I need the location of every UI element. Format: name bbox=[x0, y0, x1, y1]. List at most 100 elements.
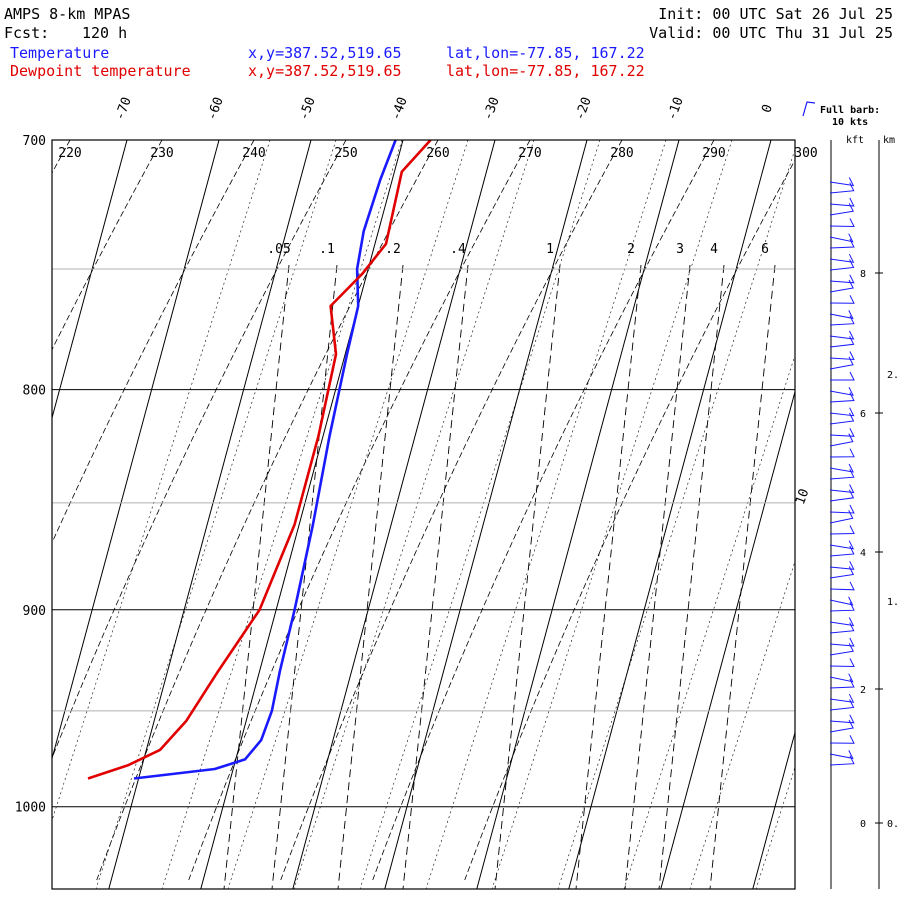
dry-adiabat-line bbox=[280, 140, 623, 881]
moist-adiabat-line bbox=[425, 140, 667, 889]
mixing-ratio-line bbox=[709, 264, 776, 889]
legend-temperature-latlon: lat,lon=-77.85, 167.22 bbox=[446, 44, 645, 62]
mixing-ratio-line bbox=[658, 264, 725, 889]
wind-barb bbox=[829, 238, 855, 249]
theta-label: 290 bbox=[702, 146, 725, 161]
wind-barb bbox=[829, 719, 854, 733]
wind-barb bbox=[829, 295, 855, 304]
isotherm-line bbox=[384, 140, 588, 889]
wind-barb bbox=[829, 714, 855, 724]
isotherm-line bbox=[752, 730, 795, 889]
wind-barb bbox=[829, 510, 854, 524]
mixing-ratio-line bbox=[494, 264, 561, 889]
isotherm-line bbox=[476, 140, 680, 889]
moist-adiabat-line bbox=[689, 560, 795, 889]
wind-barb bbox=[829, 566, 855, 579]
temperature-tick-label: -60 bbox=[205, 95, 227, 122]
init-time: Init: 00 UTC Sat 26 Jul 25 bbox=[658, 5, 893, 23]
pressure-tick-label: 700 bbox=[23, 134, 46, 149]
wind-barb bbox=[829, 412, 855, 425]
mixing-ratio-label: .05 bbox=[267, 242, 290, 257]
isotherm-line bbox=[52, 140, 128, 420]
dry-adiabat-line bbox=[52, 140, 255, 544]
kft-tick-label: 4 bbox=[860, 548, 866, 559]
wind-barb bbox=[829, 561, 855, 570]
wind-barb bbox=[829, 678, 855, 689]
wind-barb bbox=[829, 617, 855, 627]
isotherm-line bbox=[108, 140, 312, 889]
km-label: km bbox=[883, 135, 895, 146]
wind-barb bbox=[829, 330, 855, 340]
isotherm-line bbox=[845, 140, 900, 889]
isotherm-line bbox=[0, 140, 35, 889]
barb-key-line1: Full barb: bbox=[820, 105, 880, 116]
wind-barb bbox=[829, 386, 854, 396]
wind-barb bbox=[829, 504, 855, 514]
theta-label: 240 bbox=[242, 146, 265, 161]
wind-barb bbox=[829, 392, 855, 403]
km-tick-label: 2. bbox=[887, 370, 899, 381]
wind-barb bbox=[829, 643, 854, 656]
dry-adiabat-line bbox=[52, 140, 163, 351]
wind-barb bbox=[829, 433, 854, 447]
pressure-tick-label: 1000 bbox=[15, 801, 46, 816]
legend-temperature-xy: x,y=387.52,519.65 bbox=[248, 44, 402, 62]
temperature-tick-label: -40 bbox=[389, 95, 411, 122]
mixing-ratio-label: .1 bbox=[319, 242, 335, 257]
km-tick-label: 1. bbox=[887, 597, 899, 608]
barb-key-icon bbox=[802, 101, 816, 117]
theta-label: 270 bbox=[518, 146, 541, 161]
moist-adiabat-line bbox=[52, 140, 271, 822]
dry-adiabat-line bbox=[52, 140, 71, 174]
forecast-label: Fcst: bbox=[4, 24, 49, 42]
wind-barb bbox=[829, 484, 855, 494]
dewpoint-profile-line bbox=[87, 140, 432, 780]
isotherm-line bbox=[660, 389, 795, 889]
mixing-ratio-label: 6 bbox=[761, 242, 769, 257]
mixing-ratio-label: 4 bbox=[710, 242, 718, 257]
wind-barb bbox=[829, 463, 854, 473]
mixing-ratio-line bbox=[402, 264, 469, 889]
wind-barb bbox=[829, 699, 855, 711]
mixing-ratio-label: 2 bbox=[627, 242, 635, 257]
moist-adiabat-line bbox=[293, 140, 535, 889]
moist-adiabat-line bbox=[161, 140, 403, 889]
wind-barb bbox=[829, 693, 855, 703]
mixing-ratio-label: .4 bbox=[450, 242, 466, 257]
wind-barb bbox=[829, 253, 855, 263]
legend-temperature-name: Temperature bbox=[10, 44, 109, 62]
legend-dewpoint-xy: x,y=387.52,519.65 bbox=[248, 62, 402, 80]
wind-barb bbox=[829, 182, 855, 194]
kft-tick-label: 2 bbox=[860, 685, 866, 696]
temperature-tick-label: 0 bbox=[759, 103, 776, 115]
wind-barb bbox=[829, 218, 855, 228]
legend-dewpoint-name: Dewpoint temperature bbox=[10, 62, 191, 80]
wind-barb bbox=[829, 735, 855, 744]
theta-label: 300 bbox=[794, 146, 817, 161]
mixing-ratio-line bbox=[337, 264, 404, 889]
wind-barb bbox=[829, 750, 854, 760]
kft-tick-label: 8 bbox=[860, 269, 866, 280]
moist-adiabat-line bbox=[623, 354, 795, 889]
wind-barb bbox=[829, 274, 855, 284]
kft-tick-label: 0 bbox=[860, 819, 866, 830]
wind-barb bbox=[829, 315, 855, 326]
wind-barb bbox=[829, 356, 854, 370]
isotherm-line bbox=[568, 140, 772, 889]
theta-label: 280 bbox=[610, 146, 633, 161]
isotherm-line bbox=[52, 140, 220, 761]
dry-adiabat-line bbox=[464, 159, 795, 881]
wind-barb bbox=[829, 310, 854, 320]
plot-frame bbox=[51, 139, 796, 890]
legend-dewpoint-latlon: lat,lon=-77.85, 167.22 bbox=[446, 62, 645, 80]
barb-key-line2: 10 kts bbox=[832, 117, 868, 128]
wind-barb bbox=[829, 448, 855, 458]
theta-label: 230 bbox=[150, 146, 173, 161]
wind-barb bbox=[829, 351, 855, 361]
temperature-profile-line bbox=[133, 140, 397, 780]
dry-adiabat-line bbox=[372, 140, 715, 881]
moist-adiabat-line bbox=[491, 140, 733, 889]
wind-barb bbox=[829, 336, 855, 348]
moist-adiabat-line bbox=[95, 140, 337, 889]
wind-barb bbox=[829, 601, 855, 612]
